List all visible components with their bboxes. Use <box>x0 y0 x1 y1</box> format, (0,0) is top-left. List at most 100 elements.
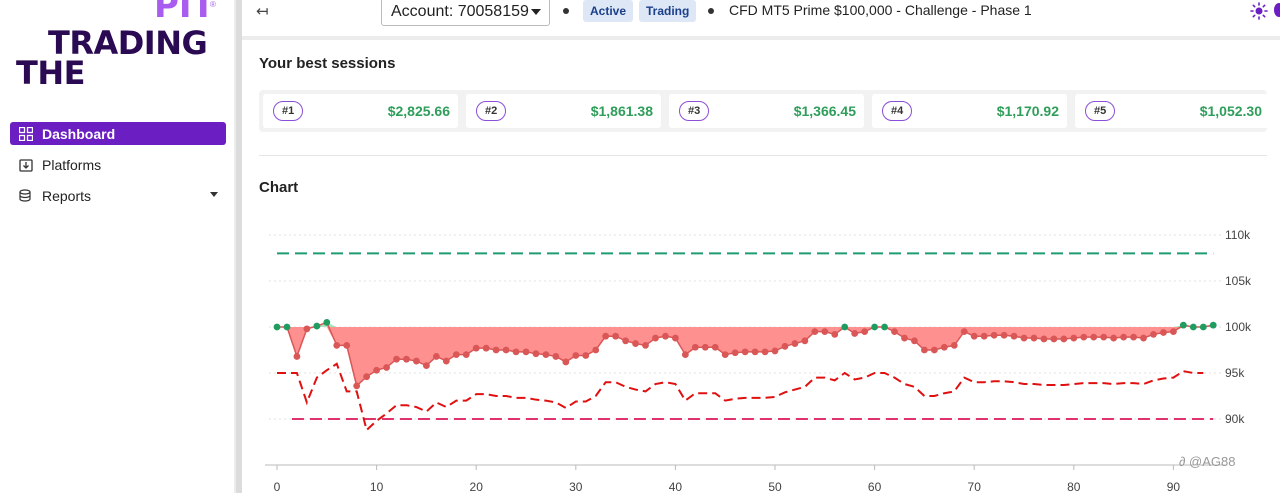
balance-point <box>432 353 440 360</box>
session-card[interactable]: #3 $1,366.45 <box>669 94 864 128</box>
balance-point <box>373 366 380 374</box>
daily-loss-limit-line <box>277 362 1204 432</box>
balance-point <box>572 352 580 359</box>
balance-point <box>921 346 928 354</box>
y-tick-label: 105k <box>1225 274 1252 288</box>
balance-point <box>333 342 341 349</box>
balance-point <box>542 351 550 358</box>
balance-point <box>383 364 390 371</box>
balance-point <box>891 328 898 335</box>
sidebar-item-platforms[interactable]: Platforms <box>10 153 226 176</box>
balance-point <box>1060 335 1068 343</box>
balance-point <box>930 346 938 354</box>
balance-point <box>662 332 669 340</box>
x-tick-label: 30 <box>569 480 583 493</box>
session-card[interactable]: #5 $1,052.30 <box>1075 94 1270 128</box>
balance-point <box>1110 334 1118 342</box>
status-badge-active: Active <box>583 0 634 22</box>
balance-point <box>602 332 610 340</box>
balance-point <box>1100 333 1108 341</box>
balance-point <box>731 349 739 357</box>
best-sessions-list: #1 $2,825.66 #2 $1,861.38 #3 $1,366.45 #… <box>259 90 1270 132</box>
account-description: CFD MT5 Prime $100,000 - Challenge - Pha… <box>729 2 1032 18</box>
balance-point <box>861 328 869 335</box>
x-tick-label: 60 <box>868 480 882 493</box>
moon-icon[interactable] <box>1274 3 1280 17</box>
sidebar-item-label: Reports <box>42 187 92 204</box>
balance-point <box>303 325 311 333</box>
balance-point <box>462 351 470 358</box>
balance-point <box>871 323 878 331</box>
x-tick-label: 10 <box>370 480 384 493</box>
brand-logo-trading: TRADING <box>48 24 208 62</box>
sidebar-item-dashboard[interactable]: Dashboard <box>10 122 226 145</box>
balance-point <box>532 350 540 358</box>
account-select[interactable]: Account: 70058159 <box>381 0 550 26</box>
y-tick-label: 90k <box>1225 412 1245 426</box>
sun-icon[interactable] <box>1250 2 1268 20</box>
balance-point <box>1030 334 1038 342</box>
balance-point <box>851 330 859 337</box>
balance-point <box>672 334 679 342</box>
balance-point <box>622 337 629 345</box>
balance-point <box>751 348 759 356</box>
balance-point <box>293 353 301 360</box>
balance-point <box>323 319 331 326</box>
balance-point <box>821 328 829 335</box>
status-badge-trading: Trading <box>639 0 697 22</box>
session-rank-badge: #2 <box>476 101 507 121</box>
sidebar-item-label: Dashboard <box>42 125 116 142</box>
sidebar-item-label: Platforms <box>42 156 102 173</box>
sidebar-item-reports[interactable]: Reports <box>10 184 226 207</box>
chevron-down-icon <box>210 192 218 197</box>
balance-point <box>1199 323 1207 331</box>
balance-point <box>393 355 400 363</box>
balance-point <box>811 328 819 335</box>
session-card[interactable]: #2 $1,861.38 <box>466 94 661 128</box>
balance-chart[interactable]: 90k 95k 100k 105k 110k 0 10 20 30 40 50 60 70 80 90 <box>242 40 1280 493</box>
balance-point <box>1189 323 1197 331</box>
balance-point <box>801 337 809 345</box>
balance-point <box>522 348 530 356</box>
brand-logo-pit: PIT <box>154 0 215 26</box>
balance-point <box>1080 333 1088 341</box>
balance-point <box>1090 333 1098 341</box>
brand-logo[interactable]: PIT ® TRADING THE <box>16 0 226 92</box>
watermark-text: ∂ @AG88 <box>1179 454 1236 469</box>
balance-point <box>940 343 948 351</box>
balance-point <box>1170 328 1177 335</box>
top-bar: ↤ Account: 70058159 Active Trading CFD M… <box>242 0 1280 36</box>
chart-title: Chart <box>259 179 299 196</box>
drawdown-area <box>277 327 1214 386</box>
balance-point <box>592 346 600 354</box>
chevron-down-icon <box>531 9 541 15</box>
y-tick-label: 110k <box>1225 228 1251 242</box>
account-select-value: Account: 70058159 <box>391 3 529 20</box>
balance-point <box>562 358 570 366</box>
profit-area <box>277 322 1214 327</box>
best-sessions-title: Your best sessions <box>259 55 396 72</box>
collapse-sidebar-icon[interactable]: ↤ <box>256 3 269 20</box>
balance-point <box>482 344 490 352</box>
session-card[interactable]: #4 $1,170.92 <box>872 94 1067 128</box>
balance-point <box>711 343 719 351</box>
balance-point <box>273 323 281 331</box>
separator-dot <box>563 8 569 14</box>
balance-point <box>283 323 291 331</box>
y-tick-label: 95k <box>1225 366 1245 380</box>
balance-point <box>691 343 699 351</box>
balance-point <box>831 330 839 338</box>
main-content: Your best sessions #1 $2,825.66 #2 $1,86… <box>242 40 1280 493</box>
sidebar-nav: Dashboard Platforms Reports <box>10 122 226 215</box>
balance-point <box>1120 333 1127 341</box>
balance-point <box>960 328 968 335</box>
balance-point <box>1010 332 1018 340</box>
dashboard-icon <box>18 126 34 142</box>
balance-point <box>1150 330 1157 338</box>
session-card[interactable]: #1 $2,825.66 <box>263 94 458 128</box>
balance-point <box>950 342 958 349</box>
balance-point <box>1020 334 1028 342</box>
balance-point <box>980 332 988 340</box>
balance-point <box>492 346 500 354</box>
balance-point <box>1130 333 1137 341</box>
